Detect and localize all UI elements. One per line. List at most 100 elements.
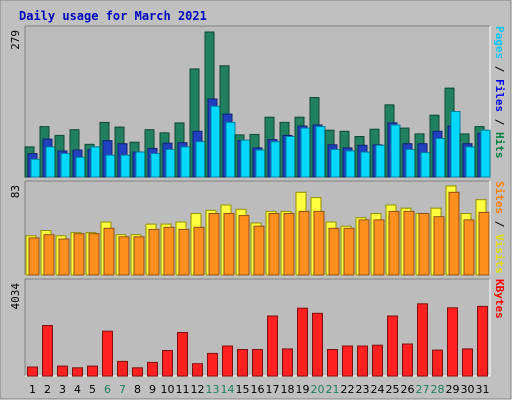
- bar-pages-day-31: [480, 129, 491, 178]
- bar-kbytes-day-22: [342, 345, 353, 377]
- bar-sites-day-5: [88, 233, 100, 276]
- bar-pages-day-3: [60, 153, 71, 178]
- x-tick-label-day-26: 26: [401, 383, 415, 396]
- bar-sites-day-2: [43, 234, 55, 276]
- bar-sites-day-30: [463, 219, 475, 276]
- legend-part: Hits: [493, 132, 506, 159]
- legend-part: KBytes: [493, 279, 506, 319]
- series-legend-label: Sites / Visits: [493, 181, 506, 274]
- x-tick-label-day-23: 23: [356, 383, 370, 396]
- bar-kbytes-day-28: [432, 349, 443, 377]
- bar-kbytes-day-25: [387, 315, 398, 377]
- bar-sites-day-17: [268, 213, 280, 276]
- x-tick-label-day-29: 29: [446, 383, 460, 396]
- bar-kbytes-day-27: [417, 303, 428, 377]
- legend-part: Sites: [493, 181, 506, 214]
- legend-part: Files: [493, 79, 506, 112]
- panel-hits-files-pages: 279 Pages / Files / Hits: [9, 25, 506, 178]
- chart-title: Daily usage for March 2021: [19, 9, 207, 23]
- bar-pages-day-29: [450, 111, 461, 178]
- bar-sites-day-31: [478, 211, 490, 276]
- bar-sites-day-22: [343, 227, 355, 276]
- bar-kbytes-day-4: [72, 367, 83, 377]
- bar-pages-day-26: [405, 149, 416, 178]
- bar-pages-day-1: [30, 158, 41, 178]
- bar-kbytes-day-20: [312, 312, 323, 377]
- bar-pages-day-19: [300, 127, 311, 178]
- bar-kbytes-day-21: [327, 349, 338, 377]
- panel-visits-sites: 83 Sites / Visits: [9, 180, 506, 276]
- bar-pages-day-28: [435, 138, 446, 178]
- x-tick-label-day-30: 30: [461, 383, 475, 396]
- bar-kbytes-day-5: [87, 365, 98, 377]
- bar-pages-day-25: [390, 124, 401, 178]
- bar-pages-day-23: [360, 151, 371, 178]
- bar-pages-day-14: [225, 121, 236, 178]
- bar-pages-day-17: [270, 141, 281, 178]
- y-max-label: 83: [9, 185, 22, 198]
- bar-kbytes-day-17: [267, 315, 278, 377]
- x-tick-label-day-13: 13: [206, 383, 220, 396]
- bar-pages-day-5: [90, 146, 101, 178]
- series-legend-label: KBytes: [493, 279, 506, 319]
- bar-kbytes-day-30: [462, 348, 473, 377]
- bar-sites-day-12: [193, 226, 205, 276]
- bar-pages-day-9: [150, 153, 161, 178]
- legend-part: Pages: [493, 26, 506, 59]
- bar-kbytes-day-23: [357, 345, 368, 377]
- bar-sites-day-23: [358, 219, 370, 276]
- bar-sites-day-7: [118, 236, 130, 276]
- bar-sites-day-24: [373, 219, 385, 276]
- bar-pages-day-13: [210, 105, 221, 178]
- x-tick-label-day-5: 5: [89, 383, 96, 396]
- x-tick-label-day-22: 22: [341, 383, 355, 396]
- bar-pages-day-21: [330, 149, 341, 178]
- bar-sites-day-18: [283, 213, 295, 276]
- bar-kbytes-day-26: [402, 343, 413, 377]
- x-tick-label-day-15: 15: [236, 383, 250, 396]
- x-tick-label-day-18: 18: [281, 383, 295, 396]
- x-tick-label-day-7: 7: [119, 383, 126, 396]
- bar-sites-day-10: [163, 226, 175, 276]
- x-tick-label-day-21: 21: [326, 383, 340, 396]
- bar-pages-day-20: [315, 126, 326, 178]
- bar-sites-day-1: [28, 237, 40, 276]
- bar-sites-day-9: [148, 228, 160, 276]
- bar-kbytes-day-10: [162, 350, 173, 377]
- x-tick-label-day-12: 12: [191, 383, 205, 396]
- bar-sites-day-27: [418, 213, 430, 276]
- x-axis-labels: 1 2 3 4 5 6 7 8 9 10 11 12 13 14 15 16 17 18 19 20 21 22 23 24 2…: [29, 383, 490, 396]
- bar-sites-day-16: [253, 225, 265, 276]
- x-tick-label-day-3: 3: [59, 383, 66, 396]
- bar-kbytes-day-3: [57, 365, 68, 377]
- x-tick-label-day-2: 2: [44, 383, 51, 396]
- bar-kbytes-day-14: [222, 345, 233, 377]
- x-tick-label-day-16: 16: [251, 383, 265, 396]
- bar-pages-day-4: [75, 156, 86, 178]
- legend-part: /: [493, 214, 506, 234]
- x-tick-label-day-24: 24: [371, 383, 385, 396]
- bar-kbytes-day-2: [42, 325, 53, 377]
- y-max-label: 4034: [9, 283, 22, 310]
- bar-pages-day-10: [165, 149, 176, 178]
- x-tick-label-day-1: 1: [29, 383, 36, 396]
- bar-sites-day-4: [73, 233, 85, 276]
- bar-pages-day-12: [195, 141, 206, 178]
- x-tick-label-day-6: 6: [104, 383, 111, 396]
- bar-kbytes-day-16: [252, 349, 263, 377]
- bar-pages-day-27: [420, 152, 431, 178]
- bar-sites-day-20: [313, 210, 325, 276]
- bar-pages-day-11: [180, 146, 191, 178]
- bar-sites-day-14: [223, 213, 235, 276]
- bar-pages-day-24: [375, 144, 386, 178]
- legend-part: /: [493, 112, 506, 132]
- bar-sites-day-6: [103, 227, 115, 276]
- bar-pages-day-6: [105, 154, 116, 178]
- bar-kbytes-day-12: [192, 363, 203, 377]
- bar-pages-day-7: [120, 154, 131, 178]
- bar-sites-day-8: [133, 236, 145, 276]
- bar-sites-day-28: [433, 216, 445, 276]
- chart-panels: 279 Pages / Files / Hits 83 Sites / Visits 4…: [9, 25, 506, 377]
- bar-sites-day-3: [58, 238, 70, 276]
- x-tick-label-day-17: 17: [266, 383, 280, 396]
